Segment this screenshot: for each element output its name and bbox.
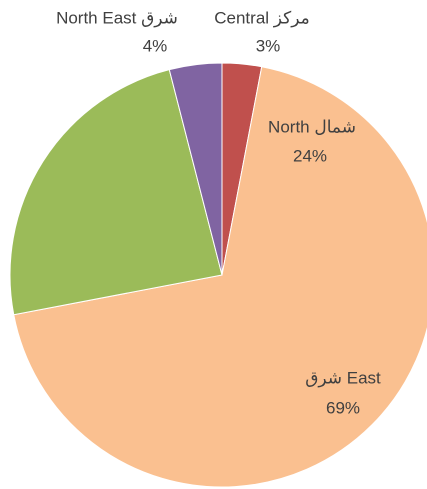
slice-label: Central مركز — [214, 8, 310, 27]
slice-label: North شمال — [268, 117, 356, 136]
slice-value-label: 69% — [326, 398, 360, 417]
slice-label: North East شرق — [56, 8, 178, 27]
pie-slice — [168, 62, 223, 276]
slice-value-label: 24% — [293, 146, 327, 165]
pie-slice — [13, 66, 427, 488]
slice-label: شرق East — [305, 368, 381, 387]
slice-value-label: 3% — [256, 36, 281, 55]
pie-slice — [9, 69, 223, 316]
slice-value-label: 4% — [143, 36, 168, 55]
